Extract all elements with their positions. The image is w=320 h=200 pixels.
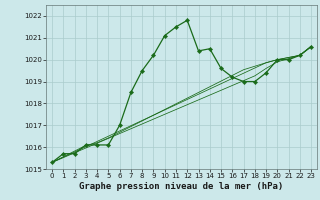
X-axis label: Graphe pression niveau de la mer (hPa): Graphe pression niveau de la mer (hPa) [79, 182, 284, 191]
